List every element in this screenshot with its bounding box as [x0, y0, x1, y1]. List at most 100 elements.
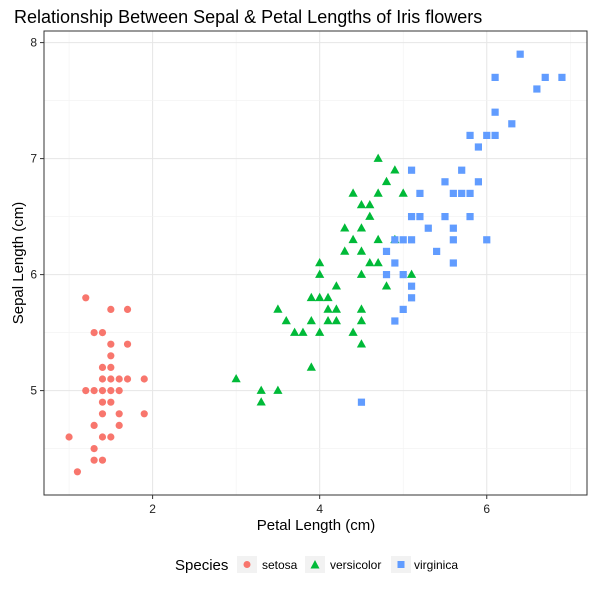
- point-setosa: [98, 398, 107, 406]
- point-versicolor: [331, 281, 341, 290]
- point-setosa: [107, 375, 115, 383]
- point-versicolor: [323, 304, 333, 313]
- point-versicolor: [373, 258, 383, 267]
- point-setosa: [123, 340, 132, 348]
- plot-panel-border: [43, 30, 588, 496]
- point-versicolor: [356, 246, 367, 255]
- point-versicolor: [348, 188, 358, 197]
- point-virginica: [399, 236, 407, 244]
- point-virginica: [541, 73, 549, 81]
- point-virginica: [424, 224, 432, 232]
- series-setosa: [65, 294, 148, 476]
- series-virginica: [357, 50, 566, 406]
- point-setosa: [107, 352, 115, 360]
- point-setosa: [98, 433, 107, 441]
- point-versicolor: [306, 292, 316, 302]
- point-virginica: [416, 213, 424, 221]
- data-points: [65, 50, 566, 476]
- point-setosa: [90, 387, 98, 395]
- point-setosa: [123, 375, 132, 383]
- point-versicolor: [315, 258, 325, 267]
- point-versicolor: [365, 258, 375, 267]
- point-setosa: [140, 410, 148, 418]
- point-versicolor: [356, 316, 367, 325]
- point-versicolor: [365, 211, 375, 220]
- point-versicolor: [348, 234, 358, 244]
- point-setosa: [115, 410, 123, 418]
- point-setosa: [90, 329, 98, 337]
- point-virginica: [474, 178, 482, 186]
- point-setosa: [107, 433, 115, 441]
- point-versicolor: [273, 385, 283, 394]
- point-setosa: [115, 375, 123, 383]
- point-versicolor: [406, 269, 417, 278]
- point-virginica: [491, 108, 499, 116]
- point-versicolor: [356, 223, 367, 232]
- point-setosa: [140, 375, 148, 383]
- point-versicolor: [356, 200, 367, 209]
- point-versicolor: [331, 304, 341, 313]
- y-tick-label: 6: [30, 268, 37, 282]
- legend-marker-setosa: [243, 561, 251, 568]
- point-setosa: [82, 294, 90, 302]
- point-setosa: [82, 387, 90, 395]
- chart-title: Relationship Between Sepal & Petal Lengt…: [14, 7, 482, 27]
- point-setosa: [90, 421, 98, 429]
- point-virginica: [441, 213, 449, 221]
- point-virginica: [433, 247, 441, 255]
- point-virginica: [491, 131, 499, 139]
- point-setosa: [123, 305, 132, 313]
- legend-label-setosa: setosa: [262, 558, 298, 572]
- point-virginica: [407, 166, 416, 174]
- point-versicolor: [306, 316, 316, 325]
- point-versicolor: [331, 316, 341, 325]
- point-setosa: [107, 398, 115, 406]
- point-virginica: [466, 213, 474, 221]
- point-versicolor: [365, 200, 375, 209]
- point-versicolor: [373, 234, 383, 244]
- point-versicolor: [398, 188, 408, 197]
- point-versicolor: [373, 188, 383, 197]
- point-virginica: [508, 120, 516, 128]
- point-setosa: [107, 305, 115, 313]
- point-virginica: [391, 236, 399, 244]
- point-versicolor: [381, 176, 392, 186]
- point-virginica: [391, 259, 399, 267]
- point-virginica: [466, 131, 474, 139]
- y-tick-label: 5: [30, 384, 37, 398]
- point-virginica: [399, 305, 407, 313]
- point-setosa: [115, 387, 123, 395]
- legend-marker-versicolor: [310, 560, 320, 569]
- point-setosa: [98, 387, 107, 395]
- point-virginica: [449, 236, 457, 244]
- x-tick-label: 6: [483, 502, 490, 516]
- series-versicolor: [231, 153, 417, 406]
- grid-lines: [44, 31, 587, 495]
- point-versicolor: [315, 327, 325, 336]
- x-tick-label: 2: [149, 502, 156, 516]
- point-versicolor: [323, 292, 333, 302]
- point-virginica: [449, 224, 457, 232]
- point-virginica: [458, 166, 466, 174]
- point-virginica: [407, 236, 416, 244]
- point-versicolor: [315, 269, 325, 278]
- point-virginica: [558, 73, 566, 81]
- point-setosa: [98, 363, 107, 371]
- point-versicolor: [348, 327, 358, 336]
- point-versicolor: [323, 316, 333, 325]
- point-versicolor: [356, 339, 367, 348]
- point-versicolor: [381, 281, 392, 290]
- axis-ticks: 2 4 6 5 6 7 8: [30, 36, 490, 516]
- point-versicolor: [273, 304, 283, 313]
- point-versicolor: [390, 165, 400, 174]
- point-virginica: [441, 178, 449, 186]
- point-virginica: [399, 271, 407, 279]
- point-versicolor: [256, 397, 266, 406]
- point-versicolor: [256, 385, 266, 394]
- point-versicolor: [373, 153, 383, 162]
- legend-marker-virginica: [397, 561, 405, 568]
- point-virginica: [407, 294, 416, 302]
- point-virginica: [357, 398, 366, 406]
- point-virginica: [516, 50, 524, 58]
- point-virginica: [474, 143, 482, 151]
